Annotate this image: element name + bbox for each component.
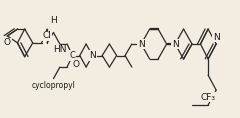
Text: C: C bbox=[70, 51, 76, 60]
Text: N: N bbox=[172, 40, 179, 48]
Text: O: O bbox=[72, 60, 79, 69]
Text: HN: HN bbox=[53, 45, 66, 54]
Text: Cl: Cl bbox=[43, 32, 52, 40]
Text: N: N bbox=[89, 51, 96, 60]
Text: N: N bbox=[138, 40, 144, 48]
Text: H: H bbox=[51, 17, 57, 25]
Text: CF₃: CF₃ bbox=[201, 93, 216, 101]
Text: N: N bbox=[213, 33, 220, 42]
Text: O: O bbox=[4, 38, 11, 47]
Text: cyclopropyl: cyclopropyl bbox=[31, 81, 75, 90]
